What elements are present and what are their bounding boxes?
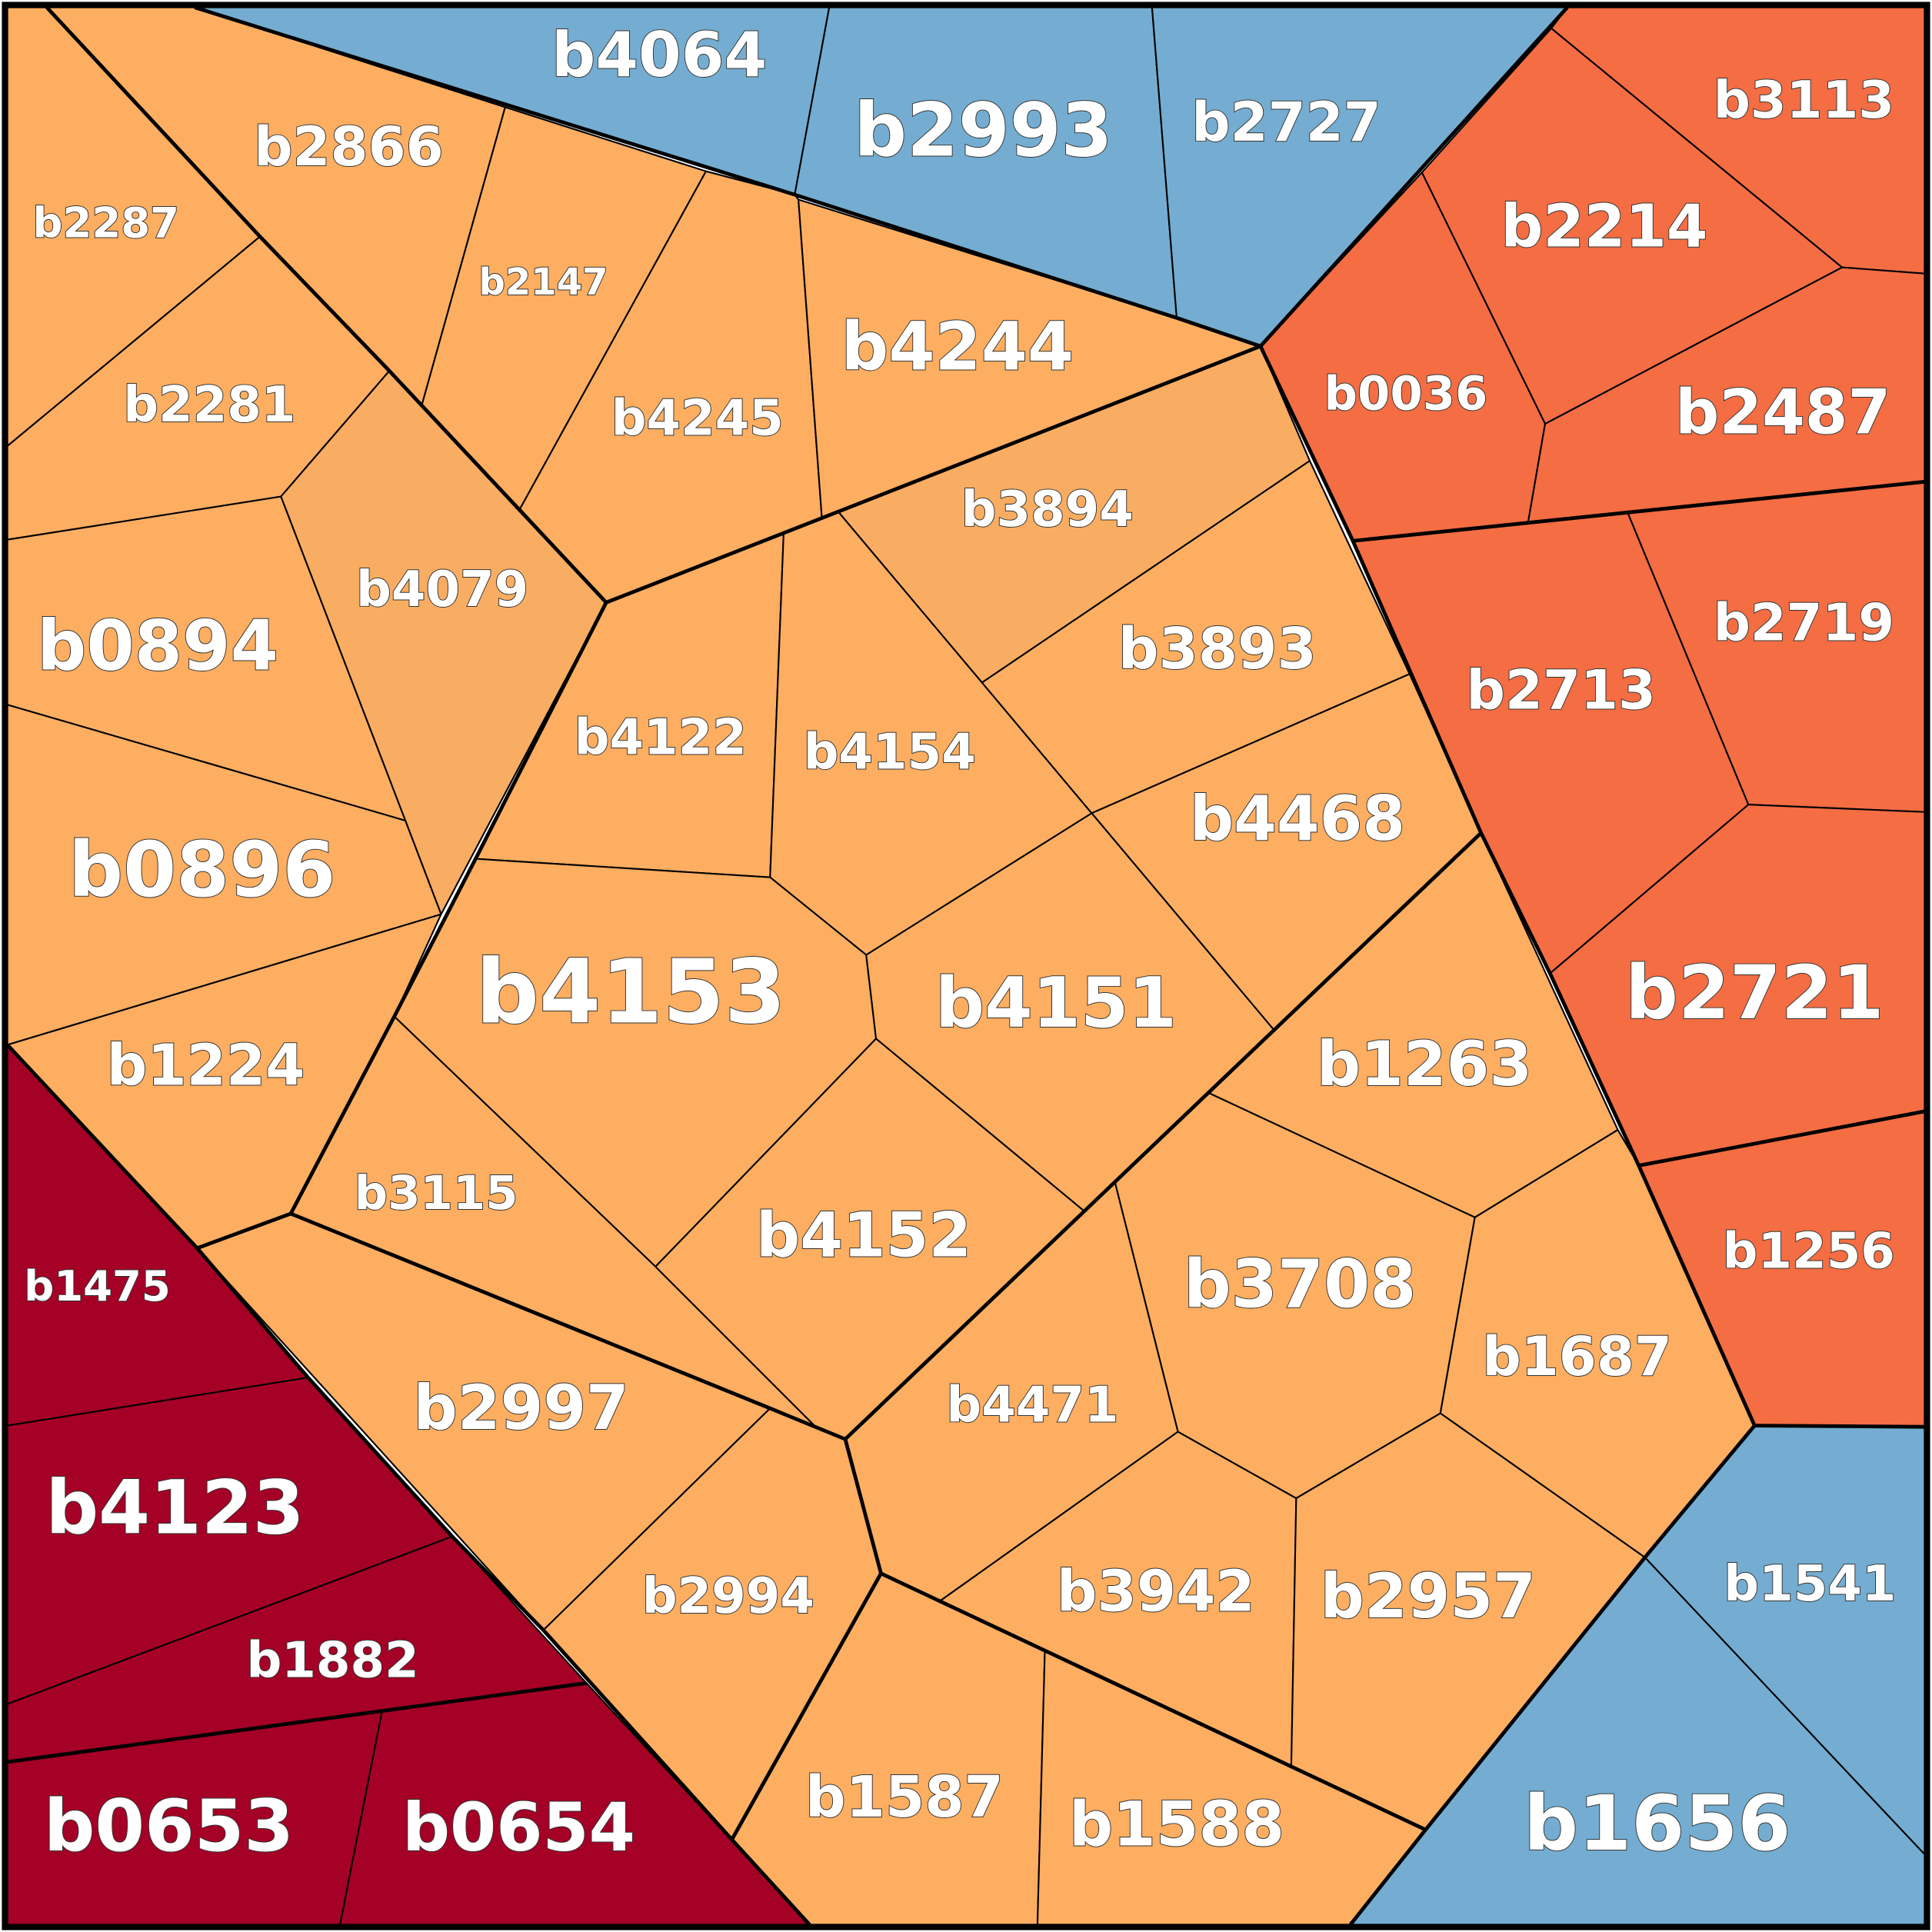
cell-label: b4468 (1190, 783, 1405, 854)
cells (6, 6, 1926, 1926)
cell-label: b4064 (551, 19, 767, 91)
cell-label: b4122 (575, 709, 747, 766)
cell-label: b1588 (1069, 1788, 1284, 1860)
cell-label: b3115 (355, 1166, 518, 1221)
cell-label: b1256 (1723, 1223, 1895, 1280)
labels: b4064 b2993 b2727 b3113 b2214 b0036 b2487 b2713… (23, 18, 1897, 1869)
border (7, 1681, 587, 1764)
cell-label: b2487 (1675, 376, 1890, 448)
cell-label: b2997 (414, 1372, 629, 1444)
cell-label: b2147 (478, 261, 608, 304)
cell-label: b4079 (356, 561, 528, 618)
cell-label: b1224 (107, 1034, 305, 1099)
cell-label: b1882 (246, 1632, 418, 1689)
cell-label: b4152 (756, 1200, 971, 1271)
cell-label: b3893 (1118, 617, 1317, 682)
cell-label: b2713 (1466, 658, 1656, 721)
cell-label: b1656 (1524, 1780, 1791, 1868)
cell-label: b2727 (1191, 91, 1381, 154)
cell-label: b1587 (805, 1765, 1004, 1830)
cell-label: b4245 (611, 390, 784, 447)
cell-label: b1541 (1724, 1556, 1896, 1613)
cell-label: b2214 (1501, 193, 1707, 261)
cell-label: b3942 (1057, 1560, 1255, 1625)
border (290, 831, 1483, 1441)
cell-label: b0894 (37, 606, 278, 686)
cell-label: b2994 (642, 1568, 814, 1625)
cell-label: b4123 (45, 1465, 304, 1551)
border (1352, 480, 1925, 543)
cell-label: b4471 (946, 1377, 1118, 1434)
cell-label: b3894 (961, 481, 1134, 538)
border (1638, 1109, 1925, 1168)
border (880, 1571, 1427, 1832)
cell-label: b1687 (1482, 1325, 1672, 1388)
cell-label: b2721 (1625, 950, 1884, 1036)
cell-label: b0896 (68, 826, 336, 914)
cell-label: b4153 (475, 941, 786, 1044)
cell-label: b3113 (1714, 70, 1894, 130)
border (194, 5, 1569, 348)
cell-label: b0036 (1324, 366, 1487, 421)
cell-label: b2866 (254, 115, 444, 178)
cell-label: b4154 (804, 724, 976, 781)
border (1348, 1424, 1757, 1926)
border (196, 601, 608, 1251)
cell-label: b1263 (1317, 1028, 1532, 1100)
cell-label: b2957 (1321, 1561, 1536, 1632)
cell-label: b4244 (841, 309, 1074, 386)
cell-label: b2719 (1714, 592, 1894, 652)
cell-label: b2281 (123, 377, 295, 434)
cell-label: b2993 (854, 88, 1112, 174)
cell-label: b1475 (24, 1261, 171, 1311)
cell-label: b0653 (44, 1784, 294, 1867)
cell-label: b4151 (935, 964, 1177, 1044)
border (45, 5, 1261, 605)
cell-label: b2287 (33, 198, 180, 247)
cell-label: b0654 (402, 1790, 635, 1867)
cell-label: b3708 (1184, 1247, 1417, 1324)
